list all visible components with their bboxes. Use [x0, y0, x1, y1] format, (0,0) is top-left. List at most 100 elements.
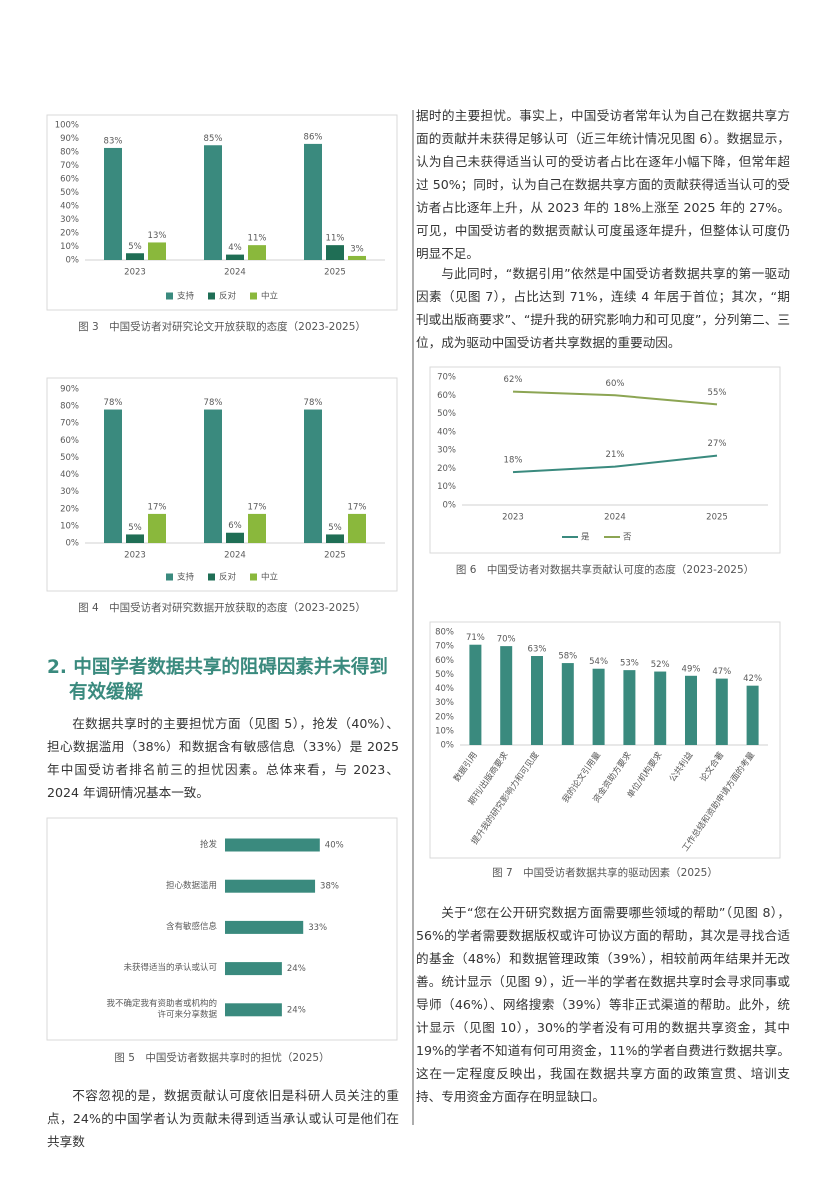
- value-label: 78%: [104, 398, 123, 408]
- bar: [248, 513, 266, 543]
- y-tick-label: 100%: [55, 121, 79, 131]
- legend-label: 是: [581, 533, 590, 543]
- value-label: 58%: [558, 652, 577, 662]
- x-tick-label: 2025: [706, 513, 728, 523]
- bar: [248, 245, 266, 260]
- value-label: 85%: [204, 134, 223, 144]
- x-tick-label: 2025: [324, 268, 346, 278]
- section-heading: 2. 中国学者数据共享的阻碍因素并未得到有效缓解: [47, 657, 388, 703]
- value-label: 62%: [504, 375, 523, 385]
- legend-label: 否: [623, 533, 632, 543]
- bar: [148, 513, 166, 543]
- x-tick-label: 2023: [124, 268, 146, 278]
- value-label: 86%: [304, 132, 323, 142]
- legend-label: 中立: [261, 572, 279, 583]
- value-label: 17%: [348, 502, 367, 512]
- bar: [561, 663, 574, 745]
- value-label: 40%: [325, 841, 344, 851]
- x-tick-label: 2023: [124, 551, 146, 561]
- category-label: 抢发: [199, 839, 217, 850]
- legend-label: 反对: [219, 572, 237, 583]
- value-label: 27%: [708, 439, 727, 449]
- value-label: 53%: [620, 659, 639, 669]
- value-label: 5%: [128, 523, 142, 533]
- bar: [326, 534, 344, 543]
- category-label: 未获得适当的承认或认可: [123, 963, 217, 974]
- bar: [348, 513, 366, 543]
- x-tick-label: 2024: [604, 513, 626, 523]
- value-label: 83%: [104, 136, 123, 146]
- value-label: 42%: [743, 674, 762, 684]
- value-label: 17%: [248, 502, 267, 512]
- value-label: 78%: [204, 398, 223, 408]
- y-tick-label: 30%: [435, 698, 454, 708]
- legend-label: 反对: [219, 291, 237, 302]
- value-label: 78%: [304, 398, 323, 408]
- x-tick-label: 2024: [224, 551, 246, 561]
- bar: [654, 671, 667, 745]
- bar: [304, 409, 322, 543]
- y-tick-label: 60%: [435, 656, 454, 666]
- value-label: 70%: [497, 635, 516, 645]
- value-label: 21%: [606, 450, 625, 460]
- bar: [148, 242, 166, 260]
- bar: [104, 409, 122, 543]
- y-tick-label: 10%: [435, 726, 454, 736]
- value-label: 24%: [287, 964, 306, 974]
- bar: [469, 644, 482, 745]
- y-tick-label: 20%: [60, 504, 79, 514]
- bar: [225, 920, 304, 934]
- y-tick-label: 80%: [60, 402, 79, 412]
- y-tick-label: 50%: [60, 453, 79, 463]
- bar: [685, 675, 697, 745]
- value-label: 63%: [528, 645, 547, 655]
- value-label: 54%: [589, 657, 608, 667]
- y-tick-label: 90%: [60, 385, 79, 395]
- bar: [104, 147, 122, 260]
- bar: [126, 534, 144, 543]
- y-tick-label: 60%: [437, 391, 456, 401]
- value-label: 11%: [248, 234, 267, 244]
- x-tick-label: 2025: [324, 551, 346, 561]
- value-label: 13%: [148, 231, 167, 241]
- paragraph: 不容忽视的是，数据贡献认可度依旧是科研人员关注的重点，24%的中国学者认为贡献未…: [47, 1088, 399, 1149]
- figure-caption: 图 7 中国受访者数据共享的驱动因素（2025）: [492, 866, 718, 879]
- value-label: 49%: [682, 664, 701, 674]
- line: [512, 454, 718, 474]
- y-tick-label: 60%: [60, 436, 79, 446]
- legend-swatch: [250, 292, 257, 300]
- y-tick-label: 10%: [60, 521, 79, 531]
- bar: [348, 255, 366, 260]
- y-tick-label: 30%: [437, 446, 456, 456]
- y-tick-label: 50%: [435, 670, 454, 680]
- paragraph: 关于“您在公开研究数据方面需要哪些领域的帮助”（见图 8），56%的学者需要数据…: [416, 905, 790, 1104]
- y-tick-label: 10%: [60, 242, 79, 252]
- bar: [500, 646, 513, 745]
- bar: [304, 143, 322, 260]
- y-tick-label: 70%: [60, 161, 79, 171]
- y-tick-label: 70%: [437, 373, 456, 383]
- legend-swatch: [208, 292, 215, 300]
- x-tick-label: 2024: [224, 268, 246, 278]
- value-label: 6%: [228, 521, 242, 531]
- x-tick-label: 2023: [502, 513, 524, 523]
- legend-swatch: [208, 573, 215, 581]
- y-tick-label: 40%: [435, 684, 454, 694]
- y-tick-label: 70%: [435, 642, 454, 652]
- legend-swatch: [166, 573, 173, 581]
- y-tick-label: 70%: [60, 419, 79, 429]
- bar: [225, 962, 282, 976]
- value-label: 5%: [328, 523, 342, 533]
- legend-swatch: [250, 573, 257, 581]
- value-label: 5%: [128, 242, 142, 252]
- y-tick-label: 0%: [443, 501, 457, 511]
- chart-frame: [429, 366, 781, 554]
- y-tick-label: 60%: [60, 175, 79, 185]
- y-tick-label: 0%: [66, 256, 80, 266]
- category-label: 含有敏感信息: [165, 921, 217, 932]
- bar: [226, 254, 244, 260]
- value-label: 52%: [651, 660, 670, 670]
- figure-caption: 图 3 中国受访者对研究论文开放获取的态度（2023-2025）: [78, 320, 366, 333]
